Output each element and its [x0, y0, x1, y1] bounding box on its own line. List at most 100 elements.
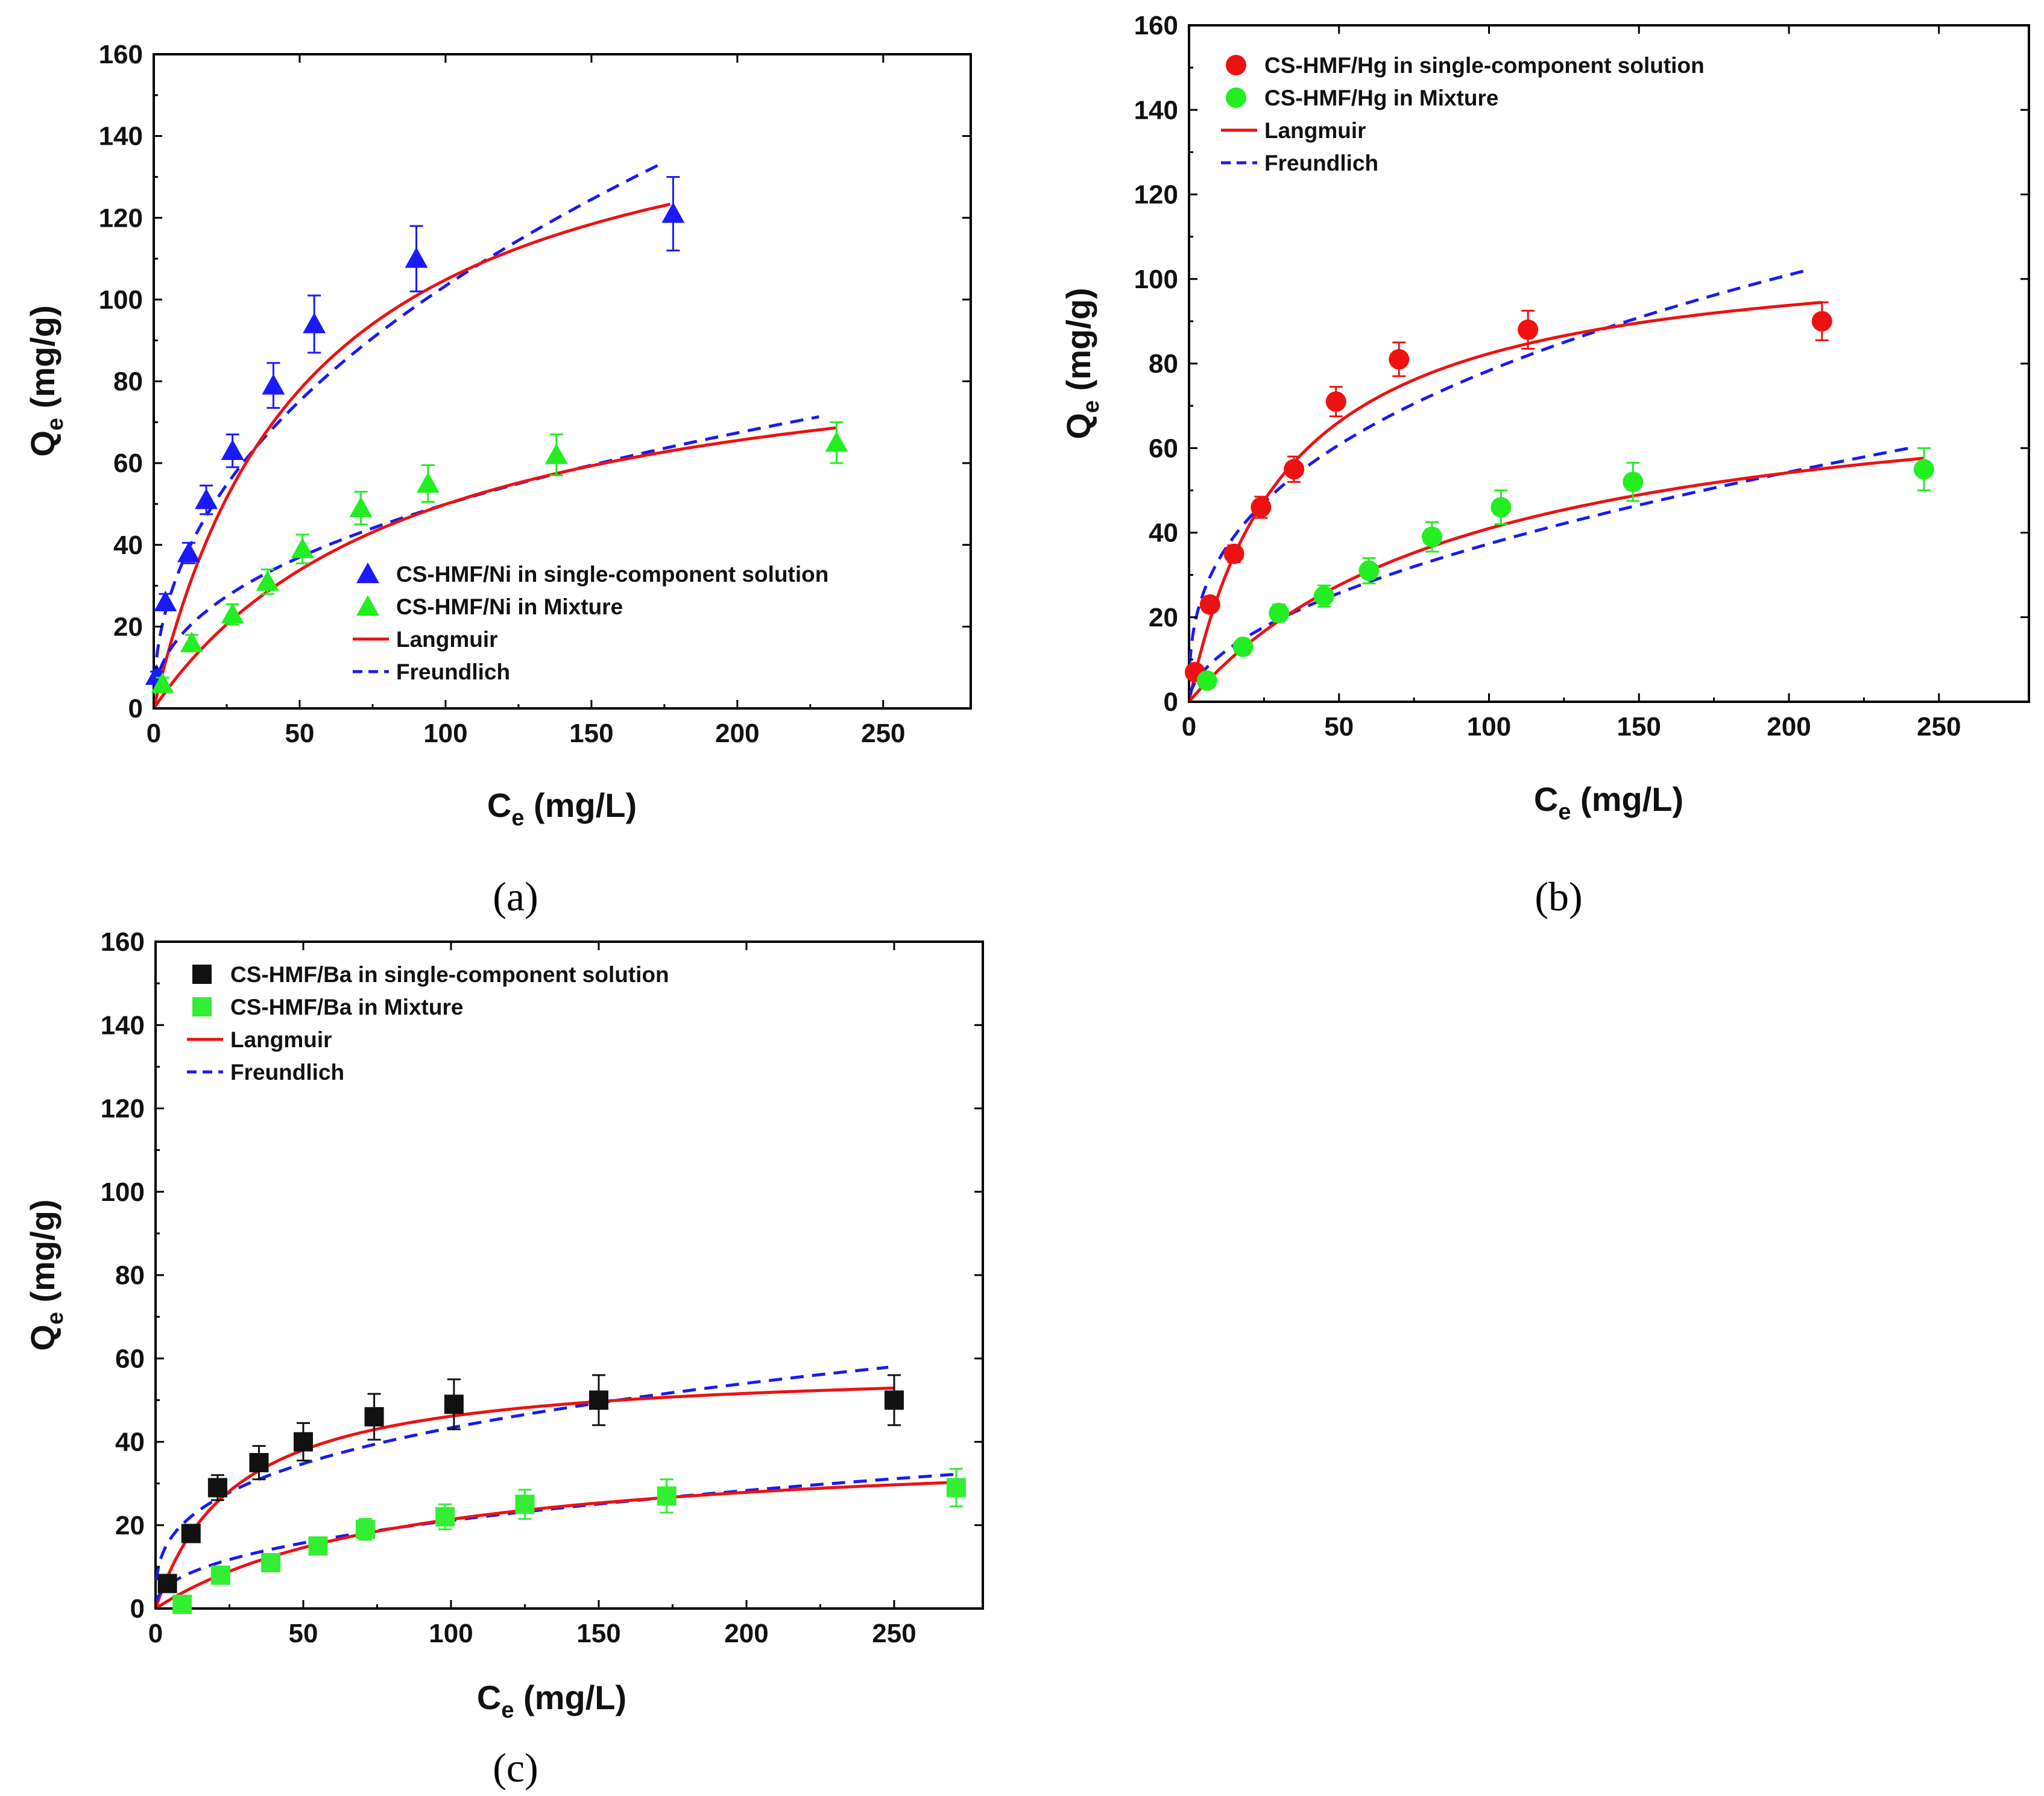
- langmuir-fit-line: [154, 1481, 954, 1610]
- x-tick-label: 200: [715, 719, 759, 748]
- data-point: [256, 570, 279, 591]
- data-point: [154, 590, 177, 611]
- data-point: [1251, 497, 1272, 518]
- y-tick-label: 40: [113, 531, 143, 560]
- panel-b-legend: CS-HMF/Hg in single-component solution CS…: [1221, 53, 1705, 175]
- y-tick-label: 100: [1134, 265, 1178, 294]
- legend-marker: [356, 595, 379, 616]
- panel-a-y-ticks: 0 20 40 60 80 100 120 140 160: [99, 40, 971, 723]
- legend-label: Langmuir: [396, 627, 498, 652]
- x-tick-label: 0: [148, 1619, 163, 1648]
- data-point: [1223, 543, 1244, 564]
- data-point: [308, 1536, 328, 1556]
- legend-label: Langmuir: [1264, 118, 1366, 143]
- panel-b-caption: (b): [1535, 874, 1582, 919]
- panel-a-x-axis-title: Ce (mg/L): [487, 786, 637, 831]
- data-point: [1811, 310, 1832, 332]
- data-point: [544, 443, 568, 464]
- data-point: [885, 1390, 904, 1410]
- data-point: [657, 1486, 677, 1506]
- data-point: [1421, 526, 1442, 547]
- data-point: [157, 1574, 177, 1593]
- panel-b-y-ticks: 0 20 40 60 80 100 120 140 160: [1134, 11, 2029, 717]
- panel-c-marks: [154, 1366, 966, 1615]
- x-tick-label: 100: [1467, 712, 1511, 742]
- panel-a-legend: CS-HMF/Ni in single-component solution CS…: [353, 562, 828, 684]
- data-point: [291, 537, 314, 558]
- panel-c-x-ticks: 0 50 100 150 200 250: [148, 942, 916, 1648]
- legend-marker: [356, 562, 379, 584]
- data-point: [405, 247, 428, 268]
- data-point: [180, 631, 203, 652]
- data-point: [825, 431, 848, 452]
- y-tick-label: 120: [101, 1094, 145, 1124]
- x-tick-label: 50: [285, 719, 314, 748]
- panel-a-y-axis-title: Qe (mg/g): [24, 305, 68, 456]
- data-point: [1518, 319, 1539, 340]
- panel-a-x-ticks: 0 50 100 150 200 250: [147, 54, 906, 748]
- panel-a-marks: [145, 163, 848, 710]
- data-point: [1623, 471, 1644, 493]
- data-point: [589, 1390, 608, 1410]
- data-point: [151, 672, 174, 693]
- data-point: [364, 1407, 384, 1427]
- legend-label: CS-HMF/Hg in Mixture: [1264, 86, 1498, 110]
- data-point: [1358, 560, 1380, 581]
- freundlich-fit-line: [153, 415, 819, 692]
- legend-label: CS-HMF/Ni in Mixture: [396, 594, 623, 619]
- data-point: [1196, 670, 1217, 691]
- y-tick-label: 100: [99, 285, 143, 315]
- data-point: [181, 1523, 201, 1543]
- legend-label: Freundlich: [230, 1060, 344, 1085]
- x-tick-label: 0: [147, 719, 161, 748]
- data-point: [1913, 459, 1934, 480]
- data-point: [349, 496, 373, 517]
- y-tick-label: 60: [1149, 433, 1178, 463]
- y-tick-label: 160: [101, 927, 145, 957]
- legend-label: Freundlich: [1264, 151, 1378, 175]
- data-point: [1232, 636, 1254, 657]
- y-tick-label: 60: [115, 1344, 145, 1373]
- data-point: [294, 1432, 313, 1452]
- panel-c: 0 50 100 150 200 250 0 20 40 60 80 100 120 140 160 Ce…: [24, 927, 984, 1791]
- data-point: [1325, 391, 1346, 412]
- y-tick-label: 100: [101, 1177, 145, 1207]
- data-point: [444, 1394, 464, 1414]
- data-point: [1313, 585, 1334, 607]
- legend-label: Langmuir: [230, 1027, 332, 1052]
- y-tick-label: 0: [128, 694, 143, 723]
- data-point: [1389, 348, 1410, 370]
- y-tick-label: 140: [99, 122, 143, 151]
- y-tick-label: 120: [1134, 180, 1178, 210]
- x-tick-label: 150: [1617, 712, 1661, 742]
- y-tick-label: 20: [1149, 603, 1178, 632]
- y-tick-label: 20: [115, 1511, 145, 1540]
- panel-b-x-axis-title: Ce (mg/L): [1534, 780, 1683, 825]
- y-tick-label: 40: [1149, 518, 1178, 548]
- y-tick-label: 80: [1149, 349, 1178, 379]
- data-point: [207, 1478, 227, 1498]
- panel-c-y-axis-title: Qe (mg/g): [24, 1199, 68, 1350]
- data-point: [177, 541, 201, 562]
- langmuir-fit-line: [1187, 301, 1822, 702]
- freundlich-fit-line: [155, 1473, 954, 1602]
- y-tick-label: 40: [115, 1428, 145, 1457]
- data-point: [303, 312, 326, 333]
- legend-label: CS-HMF/Hg in single-component solution: [1264, 53, 1705, 78]
- data-point: [1199, 594, 1220, 615]
- data-point: [262, 374, 285, 395]
- legend-marker: [1226, 87, 1246, 108]
- x-tick-label: 50: [1324, 712, 1354, 742]
- y-tick-label: 160: [99, 40, 143, 69]
- panel-a: 0 50 100 150 200 250 0 20 40 60 80 100 120 140 160 Ce…: [24, 40, 972, 919]
- langmuir-fit-line: [152, 426, 837, 710]
- legend-marker: [1226, 55, 1246, 75]
- data-point: [221, 603, 244, 624]
- x-tick-label: 50: [289, 1619, 318, 1648]
- langmuir-fit-line: [1188, 456, 1925, 703]
- legend-marker: [192, 997, 212, 1016]
- panel-b-marks: [1184, 268, 1934, 703]
- panel-a-caption: (a): [493, 874, 538, 919]
- data-point: [435, 1507, 455, 1527]
